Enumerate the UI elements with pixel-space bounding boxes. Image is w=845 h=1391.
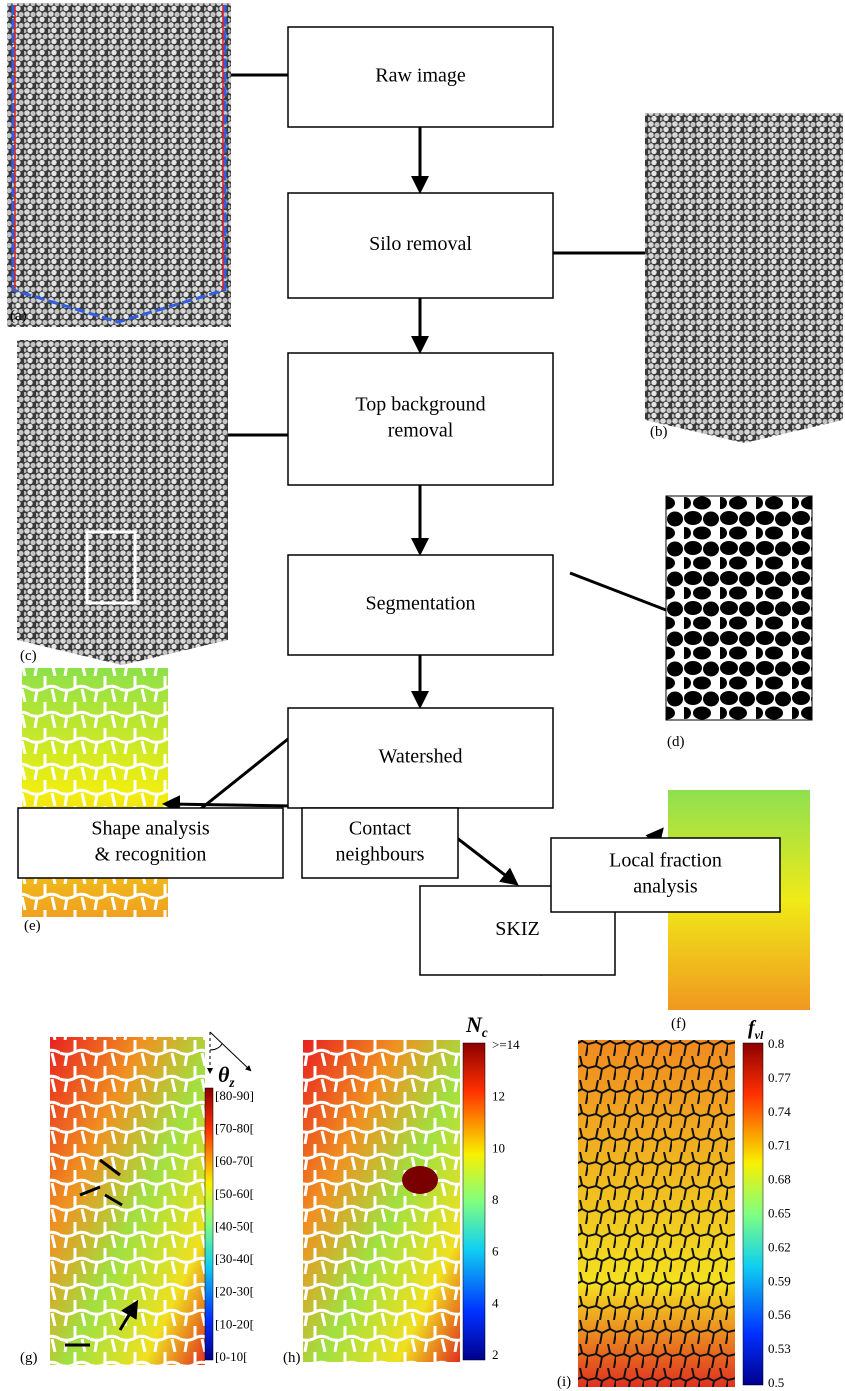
node-label: Top background [355, 394, 485, 416]
panel-label: (b) [650, 424, 668, 440]
colorbar-subscript: c [482, 1025, 488, 1040]
colorbar-title: fvl [748, 1017, 764, 1042]
node-label: Raw image [375, 65, 466, 87]
colorbar-label: 0.59 [768, 1273, 791, 1288]
node-label: Watershed [379, 746, 463, 768]
colorbar-label: [30-40[ [215, 1251, 254, 1266]
panel-label: (c) [20, 648, 37, 664]
image-h [303, 1040, 460, 1362]
panel-label: (g) [20, 1350, 38, 1366]
colorbar-label: [20-30[ [215, 1284, 254, 1299]
node-label: Local fraction [609, 850, 722, 872]
image-c [17, 340, 228, 665]
panel-label: (d) [667, 734, 685, 750]
colorbar-g [205, 1088, 213, 1360]
image-a [7, 3, 231, 327]
colorbar-h [463, 1043, 485, 1360]
colorbar-label: 0.65 [768, 1205, 791, 1220]
colorbar-subscript: vl [755, 1028, 764, 1042]
node-label: Shape analysis [91, 818, 210, 840]
colorbar-symbol: N [465, 1012, 483, 1037]
panel-label: (f) [671, 1016, 686, 1032]
colorbar-label: 0.68 [768, 1172, 791, 1187]
colorbar-label: [50-60[ [215, 1186, 254, 1201]
colorbar-label: [60-70[ [215, 1153, 254, 1168]
colorbar-label: 12 [492, 1089, 505, 1104]
colorbar-i [743, 1043, 763, 1385]
colorbar-label: 2 [492, 1347, 499, 1362]
panel-label: (a) [10, 308, 27, 324]
colorbar-label: 8 [492, 1192, 499, 1207]
panel-label: (e) [24, 918, 41, 934]
node-label: analysis [633, 876, 698, 898]
node-label: Segmentation [366, 593, 476, 615]
colorbar-label: 4 [492, 1295, 499, 1310]
colorbar-label: 0.5 [768, 1375, 784, 1390]
diagram: Raw image Silo removal Top background remov… [0, 0, 845, 1391]
image-i [578, 1040, 735, 1387]
node-label: Contact [349, 818, 412, 840]
colorbar-label: 0.56 [768, 1307, 791, 1322]
image-d [666, 496, 812, 720]
colorbar-symbol: θ [218, 1062, 230, 1087]
panel-label: (i) [557, 1374, 571, 1390]
node-label: removal [388, 420, 454, 442]
colorbar-label: >=14 [492, 1037, 520, 1052]
panel-label: (h) [283, 1350, 301, 1366]
node-label: & recognition [95, 844, 207, 866]
angle-icon [210, 1032, 250, 1072]
image-e [22, 668, 168, 917]
colorbar-label: 0.62 [768, 1239, 791, 1254]
colorbar-label: 0.77 [768, 1070, 791, 1085]
colorbar-label: [0-10[ [215, 1349, 248, 1364]
colorbar-label: [80-90] [215, 1088, 254, 1103]
colorbar-label: 0.74 [768, 1104, 791, 1119]
colorbar-title: Nc [465, 1012, 488, 1040]
image-b [645, 113, 843, 443]
colorbar-label: 10 [492, 1140, 505, 1155]
node-label: Silo removal [369, 233, 472, 255]
colorbar-label: 0.71 [768, 1138, 791, 1153]
colorbar-label: [40-50[ [215, 1218, 254, 1233]
node-label: neighbours [336, 844, 425, 866]
colorbar-label: 6 [492, 1244, 499, 1259]
colorbar-label: [10-20[ [215, 1316, 254, 1331]
colorbar-label: [70-80[ [215, 1121, 254, 1136]
colorbar-label: 0.53 [768, 1341, 791, 1356]
image-g [50, 1037, 205, 1365]
colorbar-title: θz [218, 1062, 235, 1090]
node-label: SKIZ [495, 918, 539, 940]
colorbar-label: 0.8 [768, 1036, 784, 1051]
